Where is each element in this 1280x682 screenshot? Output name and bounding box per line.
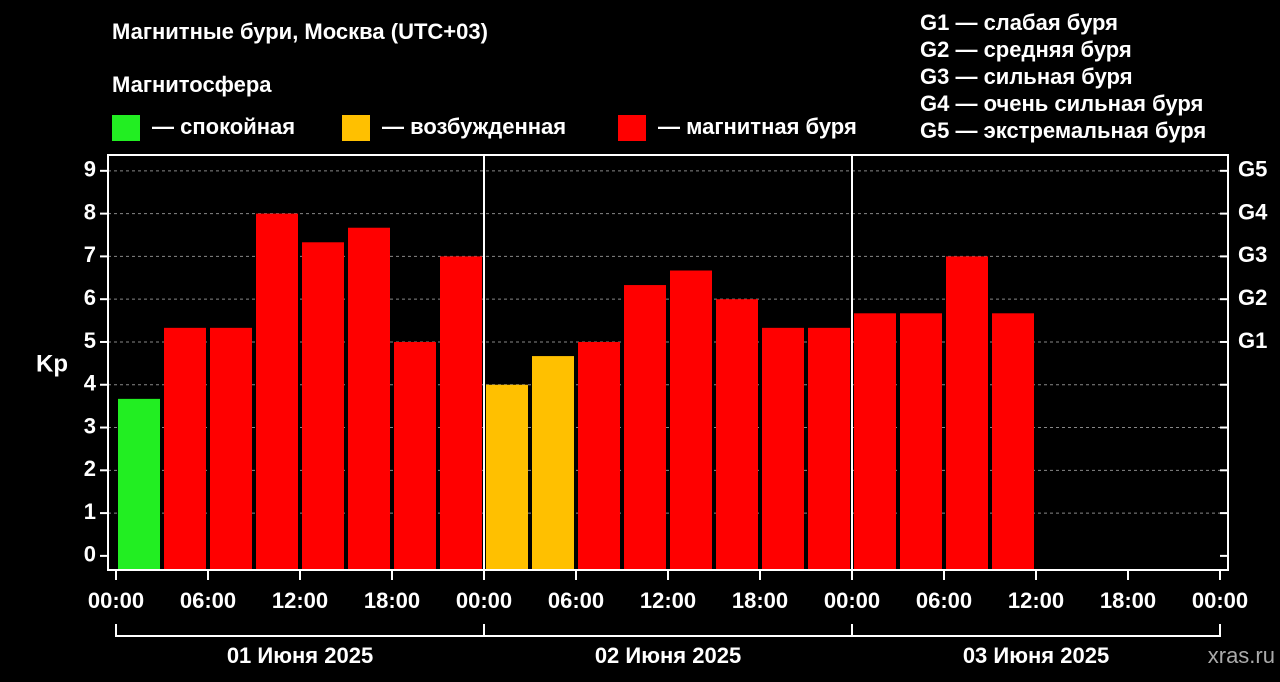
- bar: [670, 270, 712, 570]
- bar: [716, 299, 758, 570]
- y-tick-label: 6: [84, 285, 96, 310]
- bar: [900, 313, 942, 570]
- scale-note: G2 — средняя буря: [920, 37, 1132, 62]
- scale-note: G1 — слабая буря: [920, 10, 1118, 35]
- x-tick-label: 18:00: [1100, 588, 1156, 613]
- x-tick-label: 00:00: [1192, 588, 1248, 613]
- legend-swatch: [112, 115, 140, 141]
- bar: [486, 384, 528, 570]
- scale-note: G3 — сильная буря: [920, 64, 1133, 89]
- y2-tick-label: G2: [1238, 285, 1267, 310]
- y-tick-label: 2: [84, 456, 96, 481]
- x-tick-label: 12:00: [1008, 588, 1064, 613]
- bar: [164, 327, 206, 570]
- scale-note: G4 — очень сильная буря: [920, 91, 1203, 116]
- bar: [394, 341, 436, 570]
- bar: [808, 327, 850, 570]
- watermark: xras.ru: [1208, 643, 1275, 668]
- legend-label: — спокойная: [152, 114, 295, 139]
- y2-tick-label: G4: [1238, 199, 1268, 224]
- x-tick-label: 18:00: [364, 588, 420, 613]
- day-label: 03 Июня 2025: [963, 643, 1109, 668]
- x-tick-label: 00:00: [88, 588, 144, 613]
- x-tick-label: 06:00: [180, 588, 236, 613]
- legend-swatch: [342, 115, 370, 141]
- bar: [302, 242, 344, 570]
- day-label: 01 Июня 2025: [227, 643, 373, 668]
- x-tick-label: 00:00: [824, 588, 880, 613]
- y-tick-label: 0: [84, 542, 96, 567]
- scale-note: G5 — экстремальная буря: [920, 118, 1206, 143]
- bar: [532, 356, 574, 570]
- y2-tick-label: G3: [1238, 242, 1267, 267]
- bar: [440, 256, 482, 570]
- bar: [762, 327, 804, 570]
- legend-swatch: [618, 115, 646, 141]
- y-tick-label: 7: [84, 242, 96, 267]
- y-axis-label: Kp: [36, 350, 68, 377]
- y-tick-label: 4: [84, 371, 97, 396]
- bar: [348, 227, 390, 570]
- y-tick-label: 1: [84, 499, 96, 524]
- x-tick-label: 12:00: [640, 588, 696, 613]
- bar: [946, 256, 988, 570]
- bar: [578, 341, 620, 570]
- x-tick-label: 12:00: [272, 588, 328, 613]
- bar: [624, 285, 666, 570]
- x-tick-label: 18:00: [732, 588, 788, 613]
- bar: [256, 213, 298, 570]
- x-tick-label: 00:00: [456, 588, 512, 613]
- day-label: 02 Июня 2025: [595, 643, 741, 668]
- x-tick-label: 06:00: [548, 588, 604, 613]
- bar: [118, 398, 160, 570]
- bar: [992, 313, 1034, 570]
- y2-tick-label: G5: [1238, 157, 1267, 182]
- x-tick-label: 06:00: [916, 588, 972, 613]
- y2-tick-label: G1: [1238, 328, 1267, 353]
- chart-title: Магнитные бури, Москва (UTC+03): [112, 19, 488, 44]
- y-tick-label: 3: [84, 413, 96, 438]
- legend-label: — возбужденная: [382, 114, 566, 139]
- bar: [854, 313, 896, 570]
- y-tick-label: 8: [84, 199, 96, 224]
- y-tick-label: 9: [84, 157, 96, 182]
- legend-label: — магнитная буря: [658, 114, 857, 139]
- legend-title: Магнитосфера: [112, 72, 272, 97]
- bar: [210, 327, 252, 570]
- y-tick-label: 5: [84, 328, 96, 353]
